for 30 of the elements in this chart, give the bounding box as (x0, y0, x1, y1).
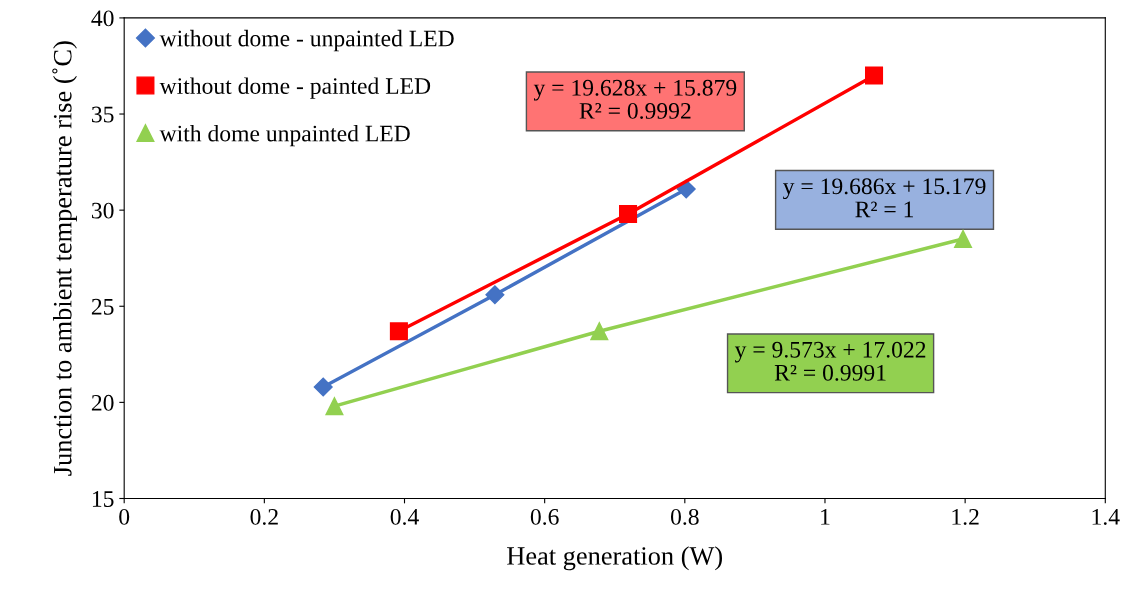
point (325, 397, 344, 416)
y-tick-label: 30 (91, 202, 114, 219)
x-tick-label: 1 (821, 509, 830, 525)
annotation: y = 19.628x + 15.879 R² = 0.9992 (533, 79, 737, 119)
point (313, 377, 333, 397)
annotation: y = 19.686x + 15.179 R² = 1 (782, 178, 986, 218)
x-tick-label: 0.6 (530, 508, 559, 525)
x-tick-label: 0.4 (390, 508, 419, 525)
legend-label: without dome - painted LED (159, 77, 431, 99)
x-tick-label: 0 (119, 508, 130, 525)
x-axis-title: Heat generation (W) (507, 546, 723, 571)
y-axis-title: Junction to ambient temperature rise (˚C) (52, 41, 77, 476)
y-tick-label: 40 (91, 10, 114, 27)
y-tick-label: 35 (91, 106, 114, 123)
x-tick-label: 1.4 (1092, 509, 1120, 525)
y-tick-label: 15 (92, 491, 114, 507)
point (389, 322, 408, 341)
y-tick-label: 25 (91, 298, 114, 315)
point (954, 229, 973, 249)
point (865, 66, 884, 85)
x-tick-label: 0.2 (250, 508, 278, 525)
point (590, 322, 609, 341)
annotation: y = 9.573x + 17.022 R² = 0.9991 (734, 341, 926, 381)
legend-label: without dome - unpainted LED (159, 29, 454, 52)
point (619, 204, 638, 224)
x-tick-label: 1.2 (952, 508, 979, 525)
legend-label: with dome unpainted LED (159, 124, 410, 147)
x-tick-label: 0.8 (670, 508, 699, 525)
point (485, 285, 505, 305)
y-tick-label: 20 (91, 394, 114, 411)
